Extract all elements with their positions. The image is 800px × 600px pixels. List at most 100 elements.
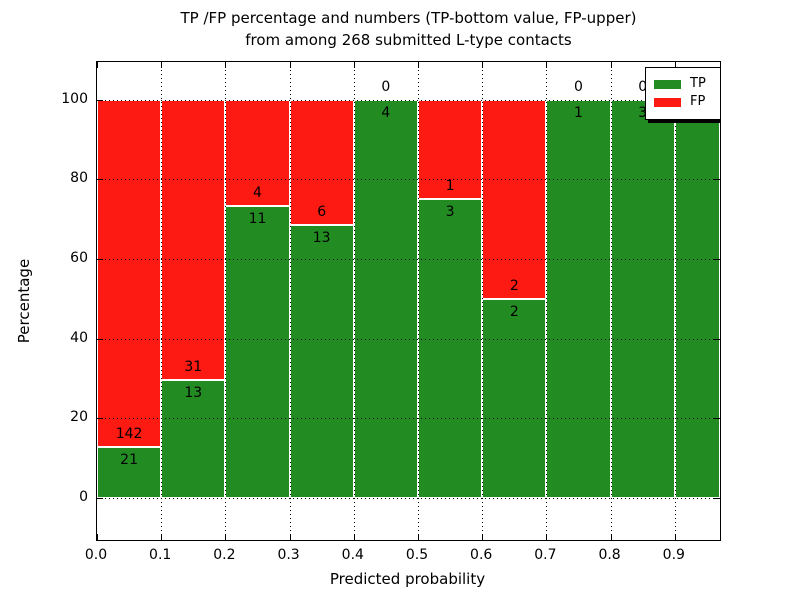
gridline-horizontal <box>97 258 720 260</box>
y-tick-mark-right <box>714 418 720 420</box>
y-tick-label: 40 <box>70 329 88 346</box>
x-tick-mark <box>289 534 291 540</box>
y-tick-mark <box>97 338 103 340</box>
x-tick-label: 0.4 <box>341 547 364 563</box>
bar-segment-tp <box>97 446 162 498</box>
y-tick-mark <box>97 258 103 260</box>
bar-label-tp: 21 <box>120 451 138 468</box>
x-tick-mark-top <box>610 62 612 68</box>
chart-title-line1: TP /FP percentage and numbers (TP-bottom… <box>180 9 637 27</box>
y-tick-mark <box>97 99 103 101</box>
x-tick-mark-top <box>674 62 676 68</box>
x-tick-mark <box>546 534 548 540</box>
y-tick-label: 80 <box>70 170 88 187</box>
bar-label-fp: 0 <box>574 78 583 95</box>
x-tick-label: 0.9 <box>662 547 685 563</box>
bar-segment-tp <box>289 225 354 498</box>
x-tick-label: 0.7 <box>534 547 557 563</box>
bar-segment-tp <box>161 380 226 498</box>
x-tick-mark-top <box>225 62 227 68</box>
gridline-vertical <box>161 62 163 540</box>
y-tick-mark-right <box>714 498 720 499</box>
bar-label-fp: 0 <box>638 78 648 95</box>
legend-item-tp: TP <box>654 76 718 92</box>
x-tick-mark-top <box>418 62 419 68</box>
bar-label-fp: 2 <box>509 277 519 294</box>
legend-label-fp: FP <box>690 94 706 109</box>
legend-item-fp: FP <box>654 94 718 110</box>
gridline-vertical <box>674 62 676 540</box>
bar-segment-tp <box>546 99 611 498</box>
bar-label-fp: 4 <box>253 184 262 201</box>
y-tick-mark <box>97 418 103 420</box>
x-tick-label: 0.0 <box>84 547 108 563</box>
legend: TP FP <box>645 67 720 120</box>
bar-label-tp: 2 <box>509 303 519 320</box>
x-tick-mark-top <box>546 62 548 68</box>
bar-label-fp: 31 <box>184 359 203 376</box>
gridline-vertical <box>225 62 227 540</box>
gridline-vertical <box>610 62 612 540</box>
x-axis-label: Predicted probability <box>329 570 486 588</box>
y-tick-label: 20 <box>70 409 88 426</box>
legend-label-tp: TP <box>690 76 706 91</box>
x-tick-mark <box>418 534 419 540</box>
bar-segment-tp <box>353 99 418 498</box>
x-tick-mark-top <box>289 62 291 68</box>
bar-label-tp: 1 <box>574 104 583 121</box>
y-tick-mark-right <box>714 179 720 181</box>
y-tick-mark <box>97 179 103 181</box>
x-tick-label: 0.8 <box>598 547 621 563</box>
x-tick-mark <box>482 534 484 540</box>
x-tick-mark <box>353 534 355 540</box>
x-tick-mark-top <box>353 62 355 68</box>
bar-label-fp: 142 <box>115 425 143 442</box>
gridline-horizontal <box>97 338 720 340</box>
chart-title-line2: from among 268 submitted L-type contacts <box>245 31 572 49</box>
bar-segment-tp <box>225 205 290 498</box>
bar-segment-fp <box>225 99 290 206</box>
x-tick-label: 0.3 <box>277 547 300 563</box>
x-tick-label: 0.1 <box>149 547 172 563</box>
gridline-vertical <box>482 62 484 540</box>
x-tick-mark-top <box>161 62 163 68</box>
x-tick-mark <box>97 534 98 540</box>
x-tick-label: 0.6 <box>470 547 493 563</box>
gridline-horizontal <box>97 99 720 101</box>
bar-segment-fp <box>482 99 547 299</box>
x-tick-mark <box>610 534 612 540</box>
y-tick-mark <box>97 498 103 499</box>
bar-label-fp: 6 <box>317 204 327 221</box>
y-tick-label: 60 <box>70 249 88 266</box>
chart-title: TP /FP percentage and numbers (TP-bottom… <box>96 7 721 51</box>
plot-area: 1422131134116130413220103011TPFP <box>96 61 721 541</box>
gridline-vertical <box>289 62 291 540</box>
legend-swatch-fp <box>654 97 681 107</box>
x-tick-mark-top <box>97 62 98 68</box>
gridline-vertical <box>353 62 355 540</box>
bar-label-tp: 4 <box>381 104 391 121</box>
gridline-horizontal <box>97 179 720 181</box>
gridline-horizontal <box>97 418 720 420</box>
bar-label-tp: 3 <box>445 204 455 221</box>
x-tick-mark-top <box>482 62 484 68</box>
bar-label-fp: 1 <box>445 178 455 195</box>
x-tick-label: 0.2 <box>213 547 236 563</box>
gridline-vertical <box>418 62 419 540</box>
x-tick-mark <box>225 534 227 540</box>
y-tick-label: 0 <box>79 489 88 505</box>
bar-label-tp: 13 <box>312 230 331 247</box>
bar-segment-tp <box>610 99 675 498</box>
bar-label-tp: 11 <box>248 210 267 227</box>
y-axis-label: Percentage <box>15 258 33 344</box>
y-tick-mark-right <box>714 258 720 260</box>
bar-label-tp: 3 <box>638 104 648 121</box>
bar-label-tp: 13 <box>184 385 203 402</box>
y-tick-mark-right <box>714 338 720 340</box>
y-tick-label: 100 <box>61 90 88 107</box>
bar-label-fp: 0 <box>381 78 391 95</box>
x-tick-mark <box>161 534 163 540</box>
bar-segment-tp <box>482 298 547 498</box>
gridline-vertical <box>546 62 548 540</box>
